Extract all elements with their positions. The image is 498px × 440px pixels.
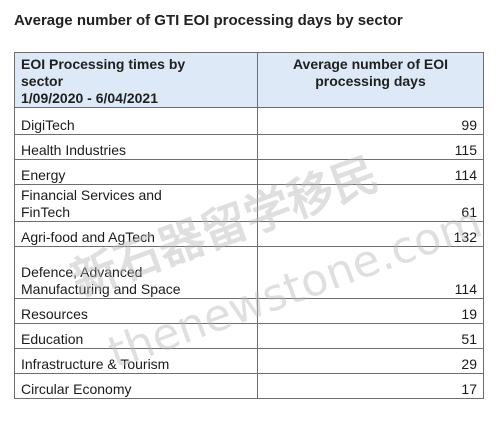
- sector-name: Infrastructure & Tourism: [21, 356, 170, 372]
- sector-name: FinTech: [21, 204, 71, 220]
- header-days: Average number of EOI processing days: [257, 52, 484, 108]
- sector-cell: Health Industries: [14, 134, 258, 160]
- sector-name: Circular Economy: [21, 381, 132, 397]
- days-cell: 99: [257, 107, 484, 135]
- table-row: Defence, Advanced Manufacturing and Space…: [14, 246, 484, 299]
- table-row: Health Industries 115: [14, 134, 484, 160]
- sector-name: Manufacturing and Space: [21, 281, 181, 297]
- sector-name: Financial Services and: [21, 187, 162, 203]
- sector-name: DigiTech: [21, 117, 75, 133]
- table-row: Circular Economy 17: [14, 373, 484, 399]
- table-header-row: EOI Processing times by sector 1/09/2020…: [14, 52, 484, 108]
- sector-name: Defence, Advanced: [21, 264, 143, 280]
- table-row: Education 51: [14, 323, 484, 349]
- table-body: DigiTech 99 Health Industries 115 Energy 114 F…: [14, 107, 484, 399]
- sector-cell: Financial Services and FinTech: [14, 184, 258, 222]
- header-sector-line: sector: [21, 73, 64, 89]
- header-sector-line: EOI Processing times by: [21, 56, 186, 72]
- days-cell: 114: [257, 159, 484, 185]
- days-cell: 17: [257, 373, 484, 399]
- days-cell: 115: [257, 134, 484, 160]
- days-cell: 61: [257, 184, 484, 222]
- header-days-line: Average number of EOI: [292, 56, 449, 72]
- page-title: Average number of GTI EOI processing day…: [14, 12, 403, 29]
- sector-cell: Education: [14, 323, 258, 349]
- sector-cell: Agri-food and AgTech: [14, 221, 258, 247]
- sector-cell: Infrastructure & Tourism: [14, 348, 258, 374]
- days-cell: 114: [257, 246, 484, 299]
- sector-processing-table: EOI Processing times by sector 1/09/2020…: [14, 52, 484, 399]
- sector-name: Health Industries: [21, 142, 127, 158]
- days-cell: 51: [257, 323, 484, 349]
- header-sector: EOI Processing times by sector 1/09/2020…: [14, 52, 258, 108]
- sector-name: Resources: [21, 306, 88, 322]
- table-row: Energy 114: [14, 159, 484, 185]
- sector-cell: DigiTech: [14, 107, 258, 135]
- sector-cell: Energy: [14, 159, 258, 185]
- header-sector-line: 1/09/2020 - 6/04/2021: [21, 90, 159, 106]
- days-cell: 19: [257, 298, 484, 324]
- sector-cell: Circular Economy: [14, 373, 258, 399]
- days-cell: 132: [257, 221, 484, 247]
- sector-cell: Defence, Advanced Manufacturing and Space: [14, 246, 258, 299]
- sector-name: Energy: [21, 167, 66, 183]
- days-cell: 29: [257, 348, 484, 374]
- sector-name: Education: [21, 331, 84, 347]
- table-row: Infrastructure & Tourism 29: [14, 348, 484, 374]
- table-row: Resources 19: [14, 298, 484, 324]
- table-row: DigiTech 99: [14, 107, 484, 135]
- header-days-line: processing days: [315, 73, 426, 89]
- sector-cell: Resources: [14, 298, 258, 324]
- table-row: Financial Services and FinTech 61: [14, 184, 484, 222]
- sector-name: Agri-food and AgTech: [21, 229, 155, 245]
- table-row: Agri-food and AgTech 132: [14, 221, 484, 247]
